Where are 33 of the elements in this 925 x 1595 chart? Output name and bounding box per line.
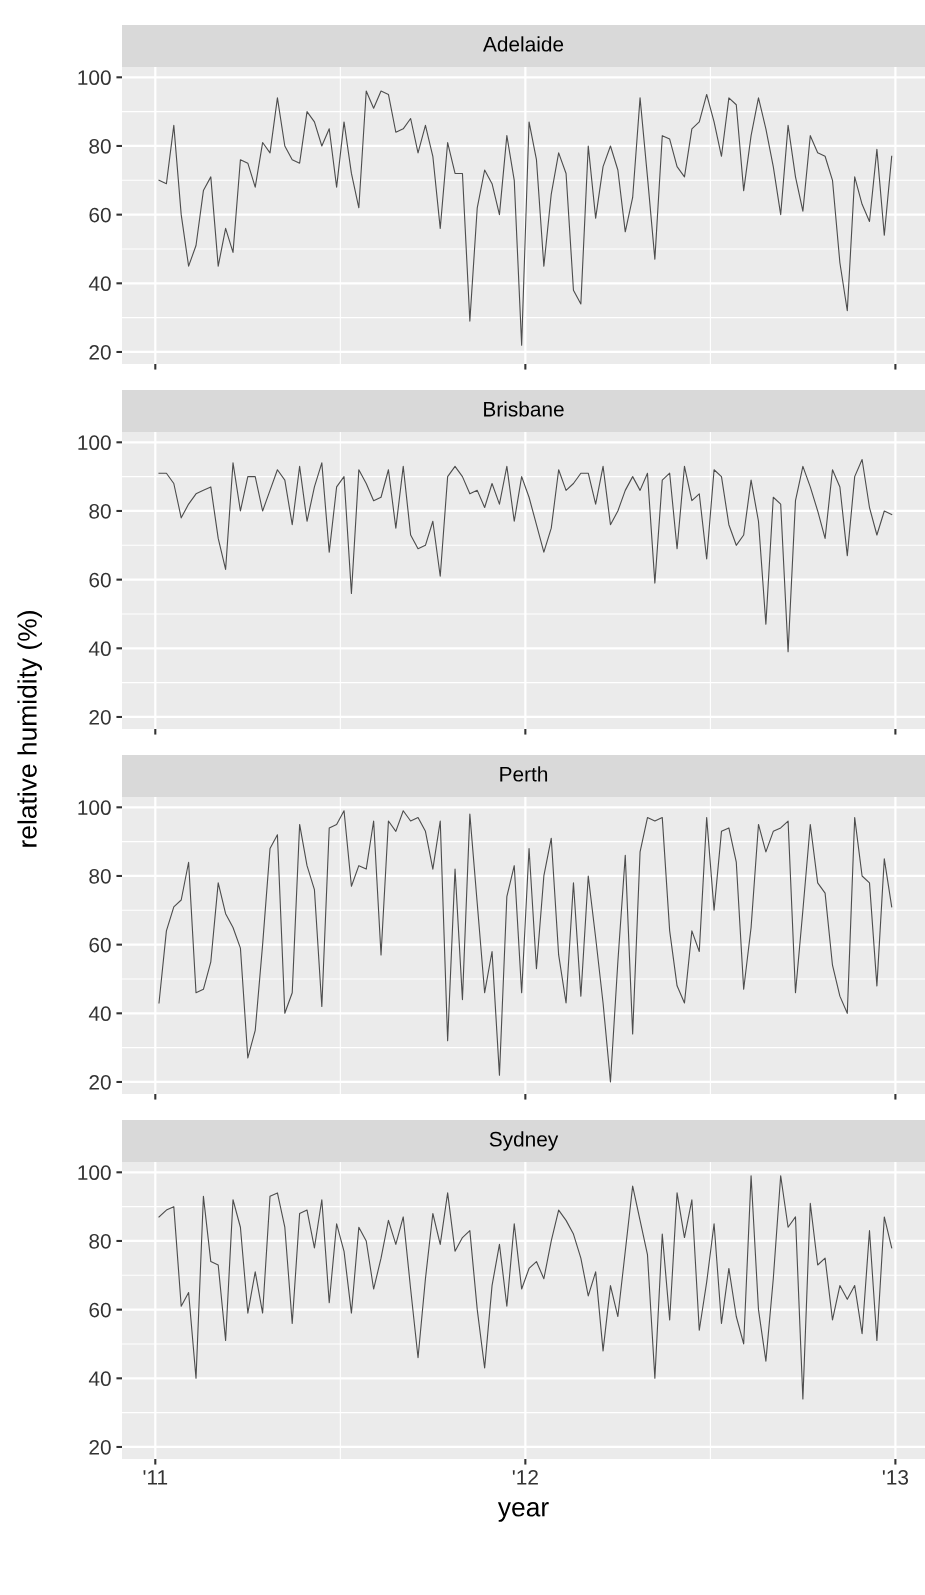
y-tick-label: 100 — [78, 70, 111, 86]
y-tick-label: 80 — [89, 868, 111, 884]
y-tick-label: 20 — [89, 1074, 111, 1090]
chart-title: Adelaide — [483, 36, 564, 52]
y-tick-label: 60 — [89, 1302, 111, 1318]
chart-title: Sydney — [489, 1131, 559, 1151]
y-tick-label: 60 — [89, 572, 111, 588]
y-tick-label: 40 — [88, 641, 111, 657]
y-tick-label: 20 — [89, 709, 111, 725]
y-tick-label: 100 — [78, 800, 111, 816]
y-tick-label: 80 — [89, 503, 111, 519]
y-tick-label: 20 — [89, 1439, 111, 1455]
y-tick-label: 60 — [89, 937, 111, 953]
line-series — [158, 1175, 893, 1400]
y-tick-label: 40 — [88, 1371, 111, 1387]
y-tick-label: 40 — [88, 1006, 111, 1022]
line-series — [158, 810, 893, 1083]
y-tick-label: 80 — [89, 138, 111, 154]
line-series — [158, 90, 893, 346]
line-series — [158, 458, 893, 653]
chart-title: Perth — [500, 766, 548, 782]
y-tick-label: 80 — [89, 1233, 111, 1249]
y-tick-label: 60 — [89, 207, 111, 223]
y-tick-label: 100 — [78, 435, 111, 451]
chart-title: Brisbane — [484, 401, 564, 417]
y-tick-label: 20 — [89, 344, 111, 360]
x-tick-label: '13 — [882, 1469, 909, 1485]
y-axis-title: relative humidity (%) — [17, 611, 42, 847]
x-axis-title: year — [497, 1502, 549, 1522]
y-tick-label: 100 — [78, 1165, 111, 1181]
x-tick-label: '12 — [512, 1469, 538, 1485]
y-tick-label: 40 — [88, 276, 111, 292]
x-tick-label: '11 — [143, 1470, 168, 1485]
